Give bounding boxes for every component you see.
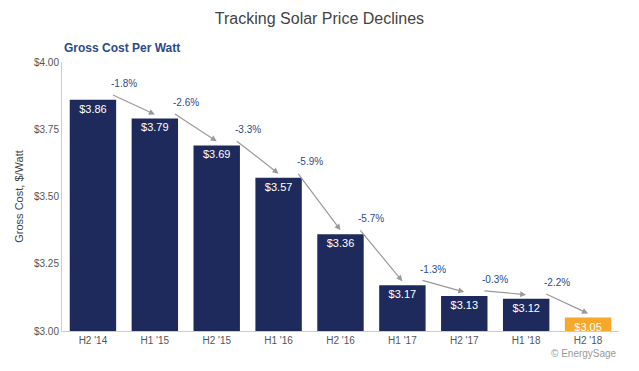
svg-text:-1.3%: -1.3% (420, 264, 446, 275)
svg-text:H1 '18: H1 '18 (512, 335, 541, 346)
svg-text:$3.69: $3.69 (203, 148, 231, 160)
svg-text:$3.57: $3.57 (265, 181, 293, 193)
svg-text:Gross Cost Per Watt: Gross Cost Per Watt (64, 41, 180, 55)
svg-text:© EnergySage: © EnergySage (551, 348, 617, 359)
svg-text:$3.36: $3.36 (327, 237, 355, 249)
svg-text:H1 '16: H1 '16 (264, 335, 293, 346)
svg-text:-1.8%: -1.8% (111, 78, 137, 89)
svg-text:$3.75: $3.75 (34, 124, 59, 135)
svg-text:-3.3%: -3.3% (235, 124, 261, 135)
svg-text:$3.00: $3.00 (34, 326, 59, 337)
svg-text:$3.25: $3.25 (34, 258, 59, 269)
svg-text:$3.13: $3.13 (451, 299, 479, 311)
svg-text:Tracking Solar Price Declines: Tracking Solar Price Declines (215, 10, 424, 27)
svg-text:-0.3%: -0.3% (482, 274, 508, 285)
svg-text:-2.6%: -2.6% (173, 97, 199, 108)
svg-text:Gross Cost, $/Watt: Gross Cost, $/Watt (13, 150, 25, 243)
svg-text:$3.05: $3.05 (574, 321, 602, 331)
svg-text:$3.50: $3.50 (34, 191, 59, 202)
svg-text:H2 '14: H2 '14 (79, 335, 108, 346)
svg-text:-2.2%: -2.2% (544, 277, 570, 288)
svg-text:H2 '16: H2 '16 (326, 335, 355, 346)
svg-text:H1 '15: H1 '15 (141, 335, 170, 346)
svg-text:H2 '17: H2 '17 (450, 335, 479, 346)
svg-text:$3.12: $3.12 (512, 302, 540, 314)
svg-text:$3.17: $3.17 (389, 288, 417, 300)
svg-text:H1 '17: H1 '17 (388, 335, 417, 346)
svg-text:H2 '15: H2 '15 (202, 335, 231, 346)
svg-text:$3.79: $3.79 (141, 121, 169, 133)
svg-text:H2 '18: H2 '18 (574, 335, 603, 346)
svg-text:-5.9%: -5.9% (297, 156, 323, 167)
svg-text:-5.7%: -5.7% (358, 213, 384, 224)
svg-text:$4.00: $4.00 (34, 57, 59, 68)
svg-text:$3.86: $3.86 (79, 103, 107, 115)
